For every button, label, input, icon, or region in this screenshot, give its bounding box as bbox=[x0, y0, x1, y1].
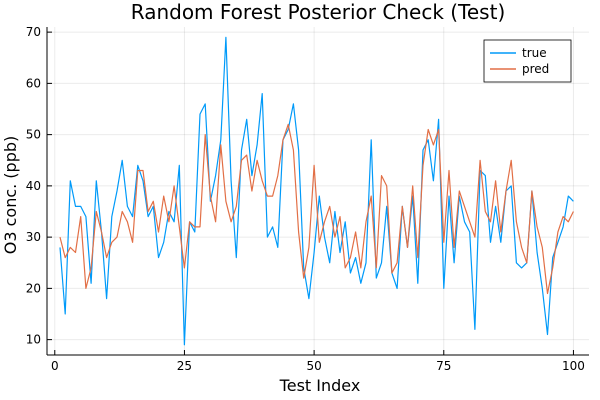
series-line-pred bbox=[59, 123, 574, 295]
series-line-true bbox=[59, 36, 574, 346]
legend-label-true: true bbox=[522, 46, 547, 60]
x-tick-label: 100 bbox=[562, 359, 585, 373]
legend: true pred bbox=[483, 39, 572, 83]
y-tick-label: 30 bbox=[26, 230, 41, 244]
y-tick-label: 60 bbox=[26, 76, 41, 90]
chart-title: Random Forest Posterior Check (Test) bbox=[131, 0, 506, 24]
y-axis-label: O3 conc. (ppb) bbox=[1, 136, 20, 255]
legend-box bbox=[483, 39, 572, 83]
y-tick-label: 50 bbox=[26, 128, 41, 142]
series-group bbox=[59, 36, 574, 346]
grid bbox=[47, 27, 589, 355]
x-axis-label: Test Index bbox=[279, 376, 361, 395]
y-tick-label: 10 bbox=[26, 333, 41, 347]
x-tick-label: 0 bbox=[51, 359, 59, 373]
x-tick-label: 25 bbox=[177, 359, 192, 373]
y-tick-label: 70 bbox=[26, 25, 41, 39]
x-tick-label: 50 bbox=[306, 359, 321, 373]
ticks: 0 25 50 75 100 10 20 30 40 50 60 70 bbox=[26, 25, 585, 373]
axes bbox=[46, 27, 589, 356]
y-tick-label: 40 bbox=[26, 179, 41, 193]
legend-label-pred: pred bbox=[522, 62, 549, 76]
x-tick-label: 75 bbox=[436, 359, 451, 373]
y-tick-label: 20 bbox=[26, 281, 41, 295]
